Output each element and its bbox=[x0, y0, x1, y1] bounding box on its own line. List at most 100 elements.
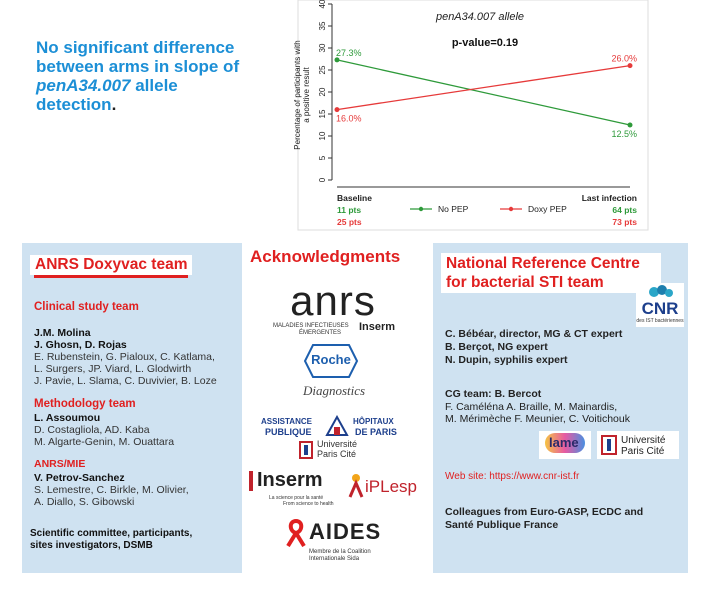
y-tick-label: 20 bbox=[318, 87, 327, 96]
data-point bbox=[627, 122, 633, 128]
upc-text-1: Université bbox=[317, 439, 358, 449]
doxyvac-team-title-text: ANRS Doxyvac team bbox=[35, 256, 188, 273]
anrs-mie-heading: ANRS/MIE bbox=[34, 458, 86, 470]
legend-label: Doxy PEP bbox=[528, 204, 567, 214]
cnr-sub: des IST bactériennes bbox=[636, 318, 684, 324]
anrs-logo-text: anrs bbox=[290, 277, 376, 324]
y-tick-label: 35 bbox=[318, 21, 327, 30]
anrs-logo: anrs MALADIES INFECTIEUSES ÉMERGENTES In… bbox=[273, 277, 396, 339]
headline-detection: detection bbox=[36, 95, 112, 114]
y-tick-label: 25 bbox=[318, 65, 327, 74]
cg-team-members-1: F. Caméléna A. Braille, M. Mainardis, bbox=[445, 401, 618, 413]
data-label: 16.0% bbox=[336, 114, 362, 124]
aides-text: AIDES bbox=[309, 519, 382, 544]
headline-period: . bbox=[111, 95, 117, 114]
acknowledgments-panel: Acknowledgments anrs MALADIES INFECTIEUS… bbox=[247, 243, 432, 573]
upc-crest-icon bbox=[601, 435, 617, 455]
anrs-logo-sub-1: MALADIES INFECTIEUSES bbox=[273, 323, 349, 329]
cg-team-heading: CG team: B. Bercot bbox=[445, 388, 542, 400]
legend-marker bbox=[418, 206, 424, 212]
upc-logo: Université Paris Cité bbox=[597, 431, 679, 459]
clinical-member-4: L. Surgers, JP. Viard, L. Glodwirth bbox=[34, 363, 192, 375]
headline-line-1: No significant difference bbox=[36, 38, 235, 57]
legend-label: No PEP bbox=[438, 204, 469, 214]
aides-logo: AIDES Membre de la Coalition Internation… bbox=[283, 519, 393, 569]
lame-colors-icon bbox=[545, 433, 585, 453]
legend-marker bbox=[508, 206, 514, 212]
aphp-text-2: PUBLIQUE bbox=[265, 427, 312, 437]
clinical-member-2: J. Ghosn, D. Rojas bbox=[34, 339, 127, 351]
acknowledgments-title: Acknowledgments bbox=[250, 247, 401, 266]
aides-sub-1: Membre de la Coalition bbox=[309, 549, 371, 555]
data-point bbox=[334, 107, 340, 113]
chart-ylabel-line-2: a positive result bbox=[302, 66, 311, 122]
y-tick-label: 5 bbox=[318, 155, 327, 160]
data-label: 26.0% bbox=[611, 54, 637, 64]
anrs-member-1: V. Petrov-Sanchez bbox=[34, 472, 125, 484]
aphp-building-icon bbox=[325, 415, 349, 436]
count-label: 11 pts bbox=[337, 205, 361, 215]
diagnostics-text: Diagnostics bbox=[302, 383, 366, 398]
upc-text-1: Université bbox=[621, 435, 666, 446]
data-point bbox=[627, 63, 633, 69]
headline-allele-word: allele bbox=[130, 76, 178, 95]
anrs-logo-sub-2: ÉMERGENTES bbox=[299, 330, 342, 336]
chart-ylabel-line-1: Percentage of participants with bbox=[293, 40, 302, 149]
aphp-text-3: HÔPITAUX bbox=[353, 417, 394, 426]
footer-line-2: sites investigators, DSMB bbox=[30, 540, 153, 551]
methodology-member-1: L. Assoumou bbox=[34, 412, 101, 424]
aphp-text-4: DE PARIS bbox=[355, 427, 397, 437]
aphp-logo: ASSISTANCE PUBLIQUE HÔPITAUX DE PARIS Un… bbox=[259, 413, 419, 461]
methodology-member-3: M. Algarte-Genin, M. Ouattara bbox=[34, 436, 175, 448]
reference-centre-title: National Reference Centre for bacterial … bbox=[441, 253, 661, 293]
y-tick-label: 40 bbox=[318, 0, 327, 8]
upc-text-2: Paris Cité bbox=[317, 449, 357, 459]
data-label: 12.5% bbox=[611, 129, 637, 139]
cg-team-members-2: M. Mérimèche F. Meunier, C. Voitichouk bbox=[445, 413, 630, 425]
y-tick-label: 15 bbox=[318, 109, 327, 118]
aphp-text-1: ASSISTANCE bbox=[261, 417, 312, 426]
count-label: 73 pts bbox=[612, 217, 637, 227]
doxyvac-team-title: ANRS Doxyvac team bbox=[30, 255, 193, 278]
y-tick-label: 30 bbox=[318, 43, 327, 52]
chart-layer: 0 5 10 15 20 25 30 35 40 Baseline Last infection 27… bbox=[318, 0, 637, 227]
roche-logo-text: Roche bbox=[311, 352, 351, 367]
inserm-text: Inserm bbox=[257, 469, 323, 491]
x-tick-label: Baseline bbox=[337, 193, 372, 203]
data-label: 27.3% bbox=[336, 48, 362, 58]
colleagues-line-1: Colleagues from Euro-GASP, ECDC and bbox=[445, 506, 644, 518]
y-tick-label: 0 bbox=[318, 177, 327, 182]
headline-line-2: between arms in slope of bbox=[36, 57, 240, 76]
anrs-inserm-text: Inserm bbox=[359, 321, 396, 333]
website-link[interactable]: Web site: https://www.cnr-ist.fr bbox=[445, 471, 580, 482]
nrc-member-2: B. Berçot, NG expert bbox=[445, 341, 548, 353]
upc-text-2: Paris Cité bbox=[621, 446, 665, 457]
clinical-team-heading: Clinical study team bbox=[34, 301, 139, 313]
series-line bbox=[336, 64, 631, 111]
y-tick-label: 10 bbox=[318, 131, 327, 140]
count-label: 25 pts bbox=[337, 217, 362, 227]
inserm-bar-icon bbox=[249, 471, 253, 491]
anrs-member-3: A. Diallo, S. Gibowski bbox=[34, 496, 135, 508]
clinical-member-3: E. Rubenstein, G. Pialoux, C. Katlama, bbox=[34, 351, 215, 363]
clinical-member-5: J. Pavie, L. Slama, C. Duvivier, B. Loze bbox=[34, 375, 217, 387]
nrc-member-3: N. Dupin, syphilis expert bbox=[445, 354, 568, 366]
cnr-logo: CNR des IST bactériennes bbox=[636, 283, 684, 327]
series-line bbox=[336, 59, 631, 126]
inserm-logo: Inserm La science pour la santé From sci… bbox=[249, 469, 341, 509]
aides-sub-2: Internationale Sida bbox=[309, 556, 360, 562]
doxyvac-team-panel: ANRS Doxyvac team Clinical study team J.… bbox=[22, 243, 242, 573]
slope-chart: 0 5 10 15 20 25 30 35 40 Baseline Last infection 27… bbox=[293, 0, 649, 231]
nrc-member-1: C. Bébéar, director, MG & CT expert bbox=[445, 328, 623, 340]
chart-pvalue: p-value=0.19 bbox=[452, 37, 518, 49]
iplesp-text: iPLesp bbox=[365, 477, 417, 496]
reference-centre-title-line-2: for bacterial STI team bbox=[446, 274, 604, 291]
headline: No significant difference between arms i… bbox=[36, 38, 286, 114]
inserm-sub-1: La science pour la santé bbox=[269, 495, 324, 501]
data-point bbox=[334, 57, 340, 63]
clinical-member-1: J.M. Molina bbox=[34, 327, 91, 339]
headline-line-3: penA34.007 allele bbox=[36, 76, 286, 95]
roche-logo: Roche Diagnostics bbox=[289, 343, 379, 401]
anrs-member-2: S. Lemestre, C. Birkle, M. Olivier, bbox=[34, 484, 189, 496]
colleagues-line-2: Santé Publique France bbox=[445, 519, 559, 531]
